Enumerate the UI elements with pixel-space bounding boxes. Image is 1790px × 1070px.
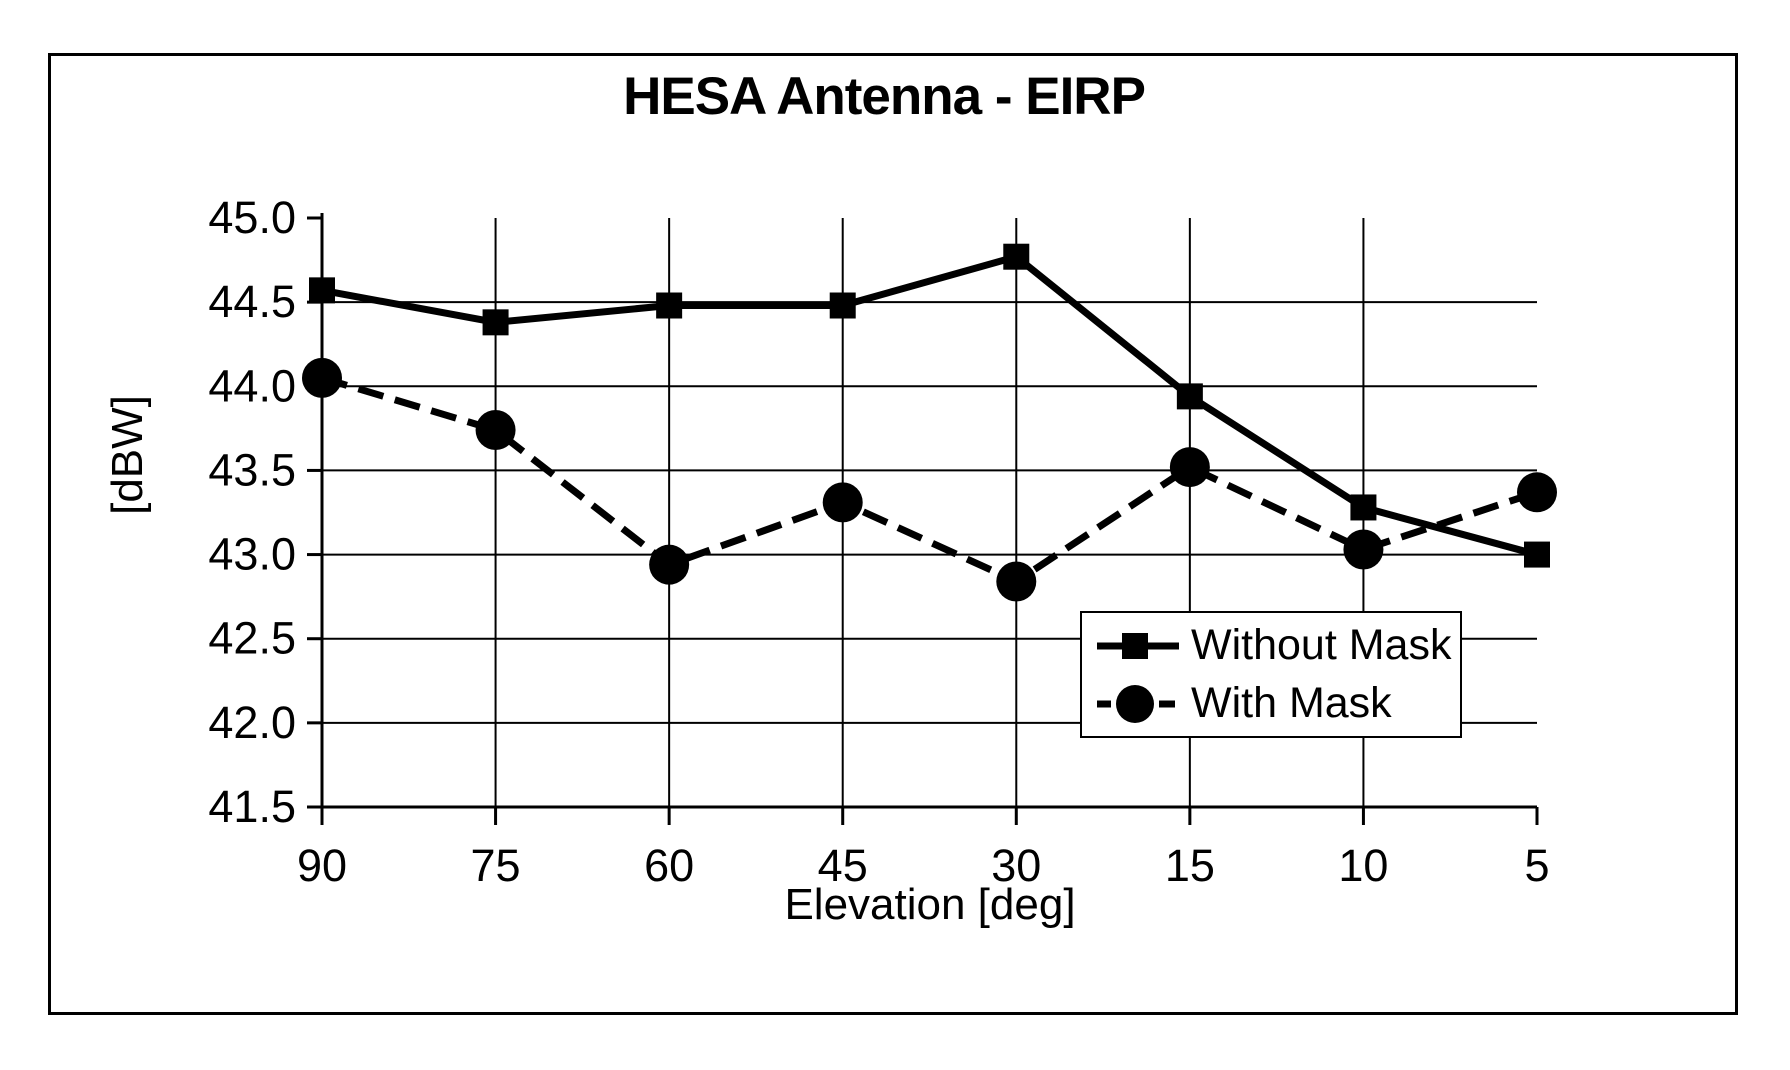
data-point-square — [309, 277, 335, 304]
y-tick-label: 44.5 — [208, 276, 296, 327]
data-point-square — [1524, 541, 1550, 568]
data-point-circle — [302, 357, 342, 398]
legend: Without Mask With Mask — [1080, 611, 1462, 738]
data-point-circle — [1169, 447, 1210, 488]
data-point-square — [656, 292, 683, 319]
y-tick-label: 43.5 — [208, 444, 296, 495]
x-tick-label: 75 — [471, 840, 521, 891]
data-point-square — [1176, 383, 1203, 410]
y-tick-label: 42.0 — [208, 697, 296, 748]
y-tick-label: 44.0 — [208, 360, 296, 411]
y-tick-label: 43.0 — [208, 529, 296, 580]
y-tick-label: 41.5 — [208, 781, 296, 832]
data-point-circle — [822, 482, 863, 523]
y-axis-title: [dBW] — [103, 395, 152, 515]
data-point-circle — [649, 544, 690, 585]
y-tick-label: 42.5 — [208, 613, 296, 664]
legend-label: With Mask — [1191, 679, 1392, 727]
y-tick-label: 45.0 — [208, 192, 296, 243]
x-tick-label: 30 — [991, 840, 1041, 891]
legend-item-without-mask: Without Mask — [1082, 617, 1460, 675]
data-point-square — [829, 292, 856, 319]
x-tick-label: 45 — [818, 840, 868, 891]
x-tick-label: 90 — [297, 840, 347, 891]
data-point-circle — [475, 410, 516, 451]
data-point-square — [1003, 243, 1030, 270]
data-point-square — [1350, 494, 1377, 521]
x-tick-label: 15 — [1165, 840, 1215, 891]
square-marker-icon — [1097, 632, 1179, 659]
x-tick-label: 5 — [1524, 840, 1549, 891]
x-tick-label: 10 — [1338, 840, 1388, 891]
circle-marker-icon — [1097, 684, 1175, 723]
chart-title: HESA Antenna - EIRP — [623, 67, 1146, 126]
data-point-circle — [996, 561, 1037, 602]
legend-item-with-mask: With Mask — [1082, 675, 1460, 733]
x-axis-title: Elevation [deg] — [784, 880, 1076, 929]
data-point-circle — [1343, 529, 1384, 570]
series-line-1 — [320, 374, 1539, 586]
legend-label: Without Mask — [1191, 621, 1452, 669]
series-line-0 — [321, 252, 1538, 558]
x-tick-label: 60 — [644, 840, 694, 891]
data-point-circle — [1517, 472, 1557, 513]
data-point-square — [482, 309, 509, 336]
